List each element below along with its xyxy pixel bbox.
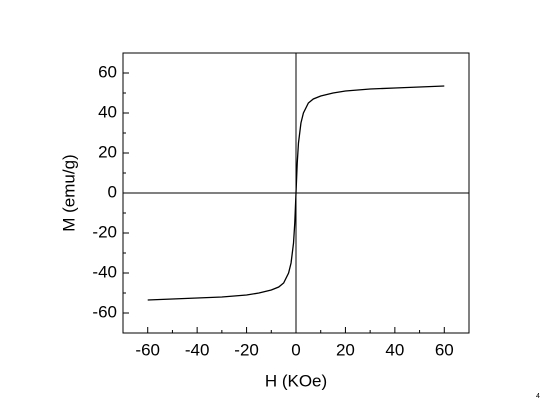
x-tick-label: 40 — [385, 340, 404, 359]
x-tick-label: -40 — [185, 340, 210, 359]
y-axis-label: M (emu/g) — [59, 154, 78, 231]
page-number: 4 — [536, 393, 540, 400]
y-tick-label: -60 — [92, 302, 117, 321]
x-tick-label: 60 — [435, 340, 454, 359]
y-tick-label: 60 — [98, 62, 117, 81]
y-tick-label: -20 — [92, 222, 117, 241]
x-axis-label: H (KOe) — [265, 371, 327, 390]
data-line — [147, 85, 445, 301]
x-tick-label: -20 — [234, 340, 259, 359]
y-tick-label: 40 — [98, 102, 117, 121]
x-tick-label: 20 — [336, 340, 355, 359]
y-tick-label: -40 — [92, 262, 117, 281]
y-tick-label: 20 — [98, 142, 117, 161]
y-tick-label: 0 — [108, 182, 117, 201]
x-tick-label: -60 — [135, 340, 160, 359]
x-tick-label: 0 — [291, 340, 300, 359]
